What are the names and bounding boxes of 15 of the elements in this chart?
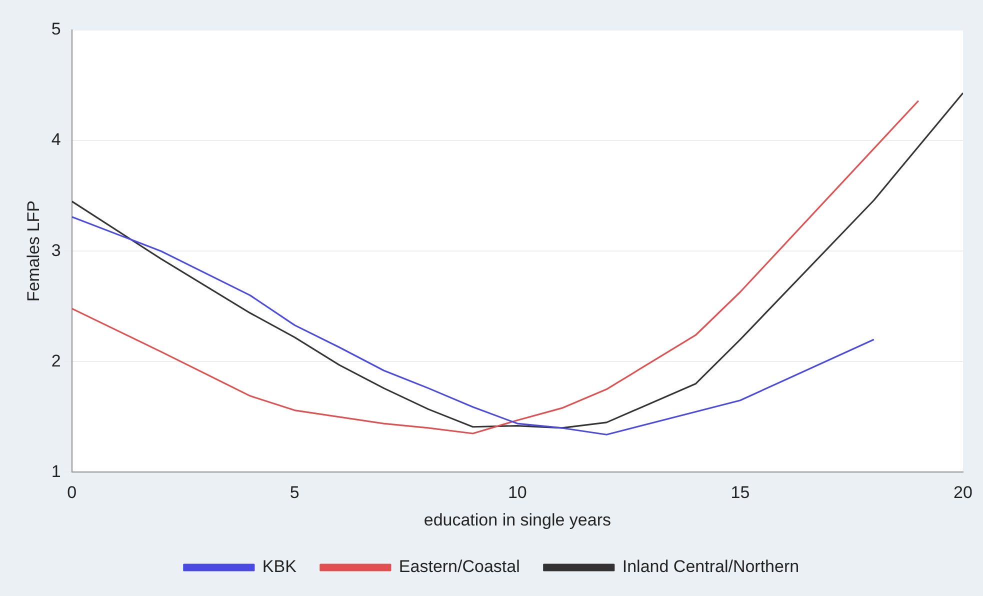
- y-tick-label: 1: [51, 462, 61, 481]
- legend-label: Inland Central/Northern: [622, 557, 800, 576]
- y-tick-label: 4: [51, 130, 61, 150]
- y-tick-label: 2: [51, 351, 61, 370]
- legend-label: KBK: [262, 557, 298, 576]
- x-tick-label: 20: [954, 483, 972, 502]
- x-tick-label: 10: [508, 483, 527, 502]
- x-tick-label: 15: [730, 483, 750, 502]
- x-tick-label: 0: [67, 483, 77, 502]
- y-tick-label: 3: [51, 240, 61, 260]
- x-tick-label: 5: [290, 483, 300, 502]
- x-axis-title: education in single years: [424, 510, 611, 530]
- legend-label: Eastern/Coastal: [398, 557, 520, 576]
- y-axis-title: Females LFP: [24, 200, 43, 302]
- y-tick-label: 5: [51, 20, 61, 39]
